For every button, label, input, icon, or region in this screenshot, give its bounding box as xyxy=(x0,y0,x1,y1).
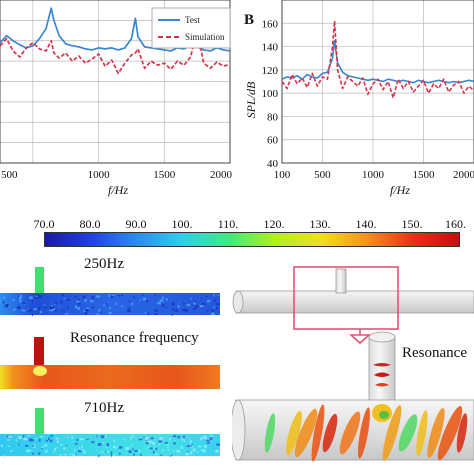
resonance-hotspot xyxy=(33,366,47,376)
colorbar-ticks: 70.0 80.0 90.0 100. 110. 120. 130. 140. 150. 160. xyxy=(34,217,467,231)
chart-right-ylabel: SPL/dB xyxy=(244,81,258,118)
y-tick-label: 40 xyxy=(267,158,279,170)
chart-right-xlabel: f/Hz xyxy=(390,183,410,197)
colorbar-tick-label: 80.0 xyxy=(80,217,101,231)
colorbar-tick-label: 140. xyxy=(356,217,377,231)
legend-simulation-label: Simulation xyxy=(185,32,225,42)
chart-left: Test Simulation 500 1000 1500 2000 f/Hz xyxy=(0,0,233,197)
x-tick-label: 2000 xyxy=(210,169,233,181)
branch-710hz xyxy=(35,408,44,434)
x-tick-label: 1000 xyxy=(362,169,385,181)
branch-resonance xyxy=(34,337,44,365)
label-resonance-cut: Resonance xyxy=(402,345,467,361)
pipe-3d-view xyxy=(232,266,474,462)
label-250hz: 250Hz xyxy=(84,256,124,272)
thin-pipe-branch xyxy=(335,268,347,294)
y-tick-label: 160 xyxy=(262,18,279,30)
y-tick-label: 80 xyxy=(267,111,279,123)
chart-left-frame xyxy=(0,0,231,164)
x-tick-label: 500 xyxy=(1,169,18,181)
colorbar-tick-label: 100. xyxy=(172,217,193,231)
panel-label-b: B xyxy=(244,12,254,28)
colorbar-tick-label: 130. xyxy=(310,217,331,231)
x-tick-label: 1000 xyxy=(88,169,111,181)
colorbar-tick-label: 90.0 xyxy=(126,217,147,231)
y-tick-label: 60 xyxy=(267,135,279,147)
branch-3d xyxy=(368,336,396,408)
chart-right: B SPL/dB 40 60 80 100 120 140 160 100 500 1000 150… xyxy=(244,0,474,197)
y-tick-label: 140 xyxy=(262,42,279,54)
colorbar-tick-label: 160. xyxy=(445,217,466,231)
chart-left-xlabel: f/Hz xyxy=(108,183,128,197)
colorbar-tick-label: 70.0 xyxy=(34,217,55,231)
x-tick-label: 100 xyxy=(274,169,291,181)
y-tick-label: 120 xyxy=(262,65,279,77)
series-line-test xyxy=(281,39,474,84)
colorbar-tick-label: 110. xyxy=(218,217,239,231)
chart-left-legend: Test Simulation xyxy=(151,7,231,49)
zoom-box xyxy=(293,266,399,330)
label-710hz: 710Hz xyxy=(84,400,124,416)
colorbar xyxy=(44,232,460,247)
series-line-simulation xyxy=(0,29,231,75)
y-tick-label: 100 xyxy=(262,88,279,100)
pipe-resonance xyxy=(0,365,220,389)
x-tick-label: 2000 xyxy=(453,169,474,181)
legend-test-label: Test xyxy=(185,15,200,25)
colorbar-tick-label: 150. xyxy=(402,217,423,231)
branch-250hz xyxy=(35,267,44,293)
x-tick-label: 500 xyxy=(314,169,331,181)
thin-pipe xyxy=(235,290,474,314)
zoom-arrow-icon xyxy=(348,334,372,345)
label-resonance-frequency: Resonance frequency xyxy=(70,330,199,346)
pipe-field-maps xyxy=(0,267,221,458)
series-line-simulation xyxy=(281,20,474,99)
x-tick-label: 1500 xyxy=(412,169,435,181)
x-tick-label: 1500 xyxy=(153,169,176,181)
colorbar-tick-label: 120. xyxy=(264,217,285,231)
